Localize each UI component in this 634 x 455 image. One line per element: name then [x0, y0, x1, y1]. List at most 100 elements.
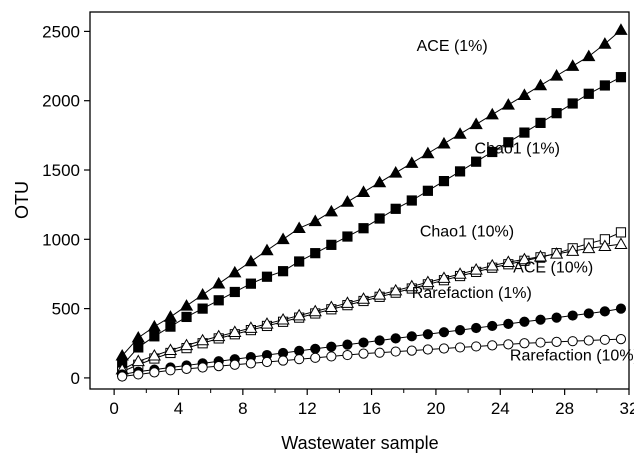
- ace-1-point: [244, 254, 258, 267]
- x-tick-label: 28: [555, 399, 574, 418]
- x-tick-label: 12: [298, 399, 317, 418]
- ace-10-point: [228, 325, 242, 337]
- chao1-1-point: [390, 203, 401, 214]
- annotation-layer: ACE (1%) Chao1 (1%) Chao1 (10%) ACE (10%) Ra…: [412, 38, 634, 365]
- ace-10-point: [324, 300, 338, 313]
- rarefaction-10-point: [551, 336, 562, 347]
- rarefaction-10-point: [583, 335, 594, 346]
- rarefaction-1-point: [454, 324, 466, 336]
- ace-1-point: [614, 23, 628, 35]
- rarefaction-10-point: [310, 352, 321, 363]
- rarefaction-10-point: [245, 358, 256, 369]
- rarefaction-1-point: [422, 329, 433, 340]
- ace-10-point: [131, 354, 145, 367]
- chao1-1-point: [487, 146, 498, 158]
- ace-1-point: [421, 146, 435, 159]
- x-axis-title: Wastewater sample: [281, 433, 438, 453]
- ace-1-point: [501, 98, 515, 110]
- series-ace-1: [115, 23, 628, 361]
- series-rarefaction-10: [117, 334, 627, 382]
- y-tick-label: 2000: [42, 92, 80, 111]
- rarefaction-1-point: [310, 343, 321, 354]
- x-tick-label: 32: [620, 399, 634, 418]
- rarefaction-1-point: [326, 341, 337, 352]
- ace-1-point: [405, 156, 419, 168]
- rarefaction-10-point: [390, 346, 401, 357]
- rarefaction-10-point: [117, 371, 128, 382]
- chao1-1-point: [165, 321, 176, 332]
- series-rarefaction-1: [117, 303, 627, 380]
- series-annotation: Rarefaction (10%): [510, 348, 634, 365]
- rarefaction-10-point: [277, 355, 289, 366]
- chao1-1-point: [358, 223, 369, 234]
- ace-1-point: [179, 299, 194, 311]
- ace-10-point: [549, 247, 564, 259]
- series-annotation: ACE (10%): [513, 260, 593, 277]
- rarefaction-1-point: [615, 303, 627, 314]
- ace-1-point: [276, 232, 290, 245]
- chao1-1-point: [133, 342, 144, 353]
- ace-1-line: [121, 29, 622, 357]
- chao1-1-point: [615, 72, 627, 83]
- rarefaction-10-point: [165, 365, 176, 376]
- ace-1-point: [549, 68, 564, 81]
- rarefaction-10-point: [261, 356, 273, 368]
- ace-10-point: [356, 292, 371, 304]
- ace-1-point: [373, 175, 387, 188]
- rarefaction-10-point: [422, 344, 433, 355]
- chao1-1-point: [197, 303, 208, 314]
- ace-1-point: [453, 127, 467, 139]
- ace-1-point: [389, 166, 403, 178]
- ace-10-point: [212, 329, 226, 342]
- rarefaction-1-point: [471, 322, 482, 334]
- ace-1-point: [356, 185, 371, 197]
- ace-1-point: [147, 319, 161, 332]
- rarefaction-10-point: [358, 348, 369, 359]
- ace-10-point: [533, 249, 548, 262]
- ace-10-point: [421, 275, 435, 288]
- rarefaction-1-point: [599, 306, 610, 317]
- chao1-1-point: [471, 156, 482, 167]
- chao1-1-point: [261, 271, 273, 282]
- rarefaction-1-point: [535, 314, 546, 325]
- ace-10-point: [485, 258, 499, 271]
- rarefaction-10-point: [133, 369, 144, 380]
- y-tick-label: 1000: [42, 230, 80, 249]
- chao1-1-point: [149, 331, 160, 342]
- rarefaction-10-point: [197, 362, 208, 373]
- ace-10-point: [453, 267, 467, 279]
- chao1-1-point: [583, 88, 594, 99]
- rarefaction-10-point: [149, 367, 160, 378]
- ace-10-point: [308, 304, 322, 317]
- chao1-1-point: [326, 239, 337, 250]
- rarefaction-1-point: [406, 331, 417, 342]
- rarefaction-1-point: [342, 339, 353, 350]
- chao1-1-point: [374, 213, 385, 224]
- ace-1-point: [469, 117, 483, 130]
- y-tick-label: 500: [52, 300, 80, 319]
- rarefaction-1-point: [358, 337, 369, 348]
- x-tick-label: 16: [362, 399, 381, 418]
- chao1-1-point: [294, 256, 305, 267]
- series-layer: [115, 23, 628, 382]
- ace-10-point: [469, 263, 483, 275]
- chao1-1-point: [438, 175, 450, 187]
- ace-10-point: [501, 255, 515, 267]
- chao1-1-point: [567, 98, 578, 109]
- series-chao1-1: [117, 72, 627, 371]
- chao1-1-point: [599, 80, 610, 91]
- chao1-1-point: [310, 248, 321, 259]
- y-tick-label: 1500: [42, 161, 80, 180]
- chao1-1-point: [519, 127, 530, 138]
- ace-1-point: [485, 107, 499, 120]
- chao1-1-point: [422, 185, 433, 196]
- ace-1-point: [228, 265, 242, 278]
- ace-10-point: [244, 321, 258, 333]
- ace-10-point: [582, 241, 596, 254]
- chao1-1-point: [503, 137, 514, 148]
- x-tick-label: 0: [109, 399, 118, 418]
- ace-1-point: [324, 204, 338, 217]
- chao1-10-point: [615, 227, 627, 238]
- ace-1-point: [582, 49, 596, 62]
